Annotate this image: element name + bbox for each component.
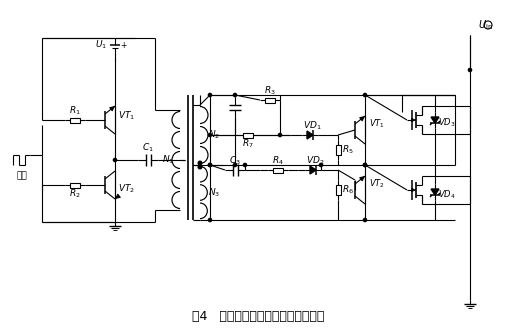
Text: $R_3$: $R_3$: [264, 85, 276, 97]
Text: $U_1$: $U_1$: [95, 39, 107, 51]
Text: $VT_1$: $VT_1$: [369, 118, 385, 130]
Circle shape: [208, 93, 212, 97]
Bar: [265, 97, 275, 103]
Circle shape: [208, 163, 212, 167]
Text: $N_1$: $N_1$: [162, 154, 174, 166]
Text: $R_1$: $R_1$: [69, 105, 81, 117]
Circle shape: [198, 161, 202, 165]
Text: $VD_2$: $VD_2$: [306, 155, 324, 167]
Text: $VT_1$: $VT_1$: [119, 110, 136, 122]
Circle shape: [363, 218, 366, 222]
Circle shape: [233, 93, 237, 97]
Text: $VD_3$: $VD_3$: [438, 117, 456, 129]
Text: $R_5$: $R_5$: [342, 144, 354, 156]
Polygon shape: [310, 166, 316, 174]
Circle shape: [233, 163, 237, 167]
Circle shape: [469, 68, 472, 72]
Text: $VT_2$: $VT_2$: [369, 178, 385, 190]
Text: +: +: [120, 41, 126, 49]
Text: $N_2$: $N_2$: [208, 129, 220, 141]
Text: $C_3$: $C_3$: [229, 155, 241, 167]
Text: $U_{\mathrm{in}}$: $U_{\mathrm{in}}$: [478, 18, 493, 32]
Bar: [243, 133, 253, 138]
Circle shape: [244, 163, 247, 167]
Circle shape: [363, 163, 366, 167]
Circle shape: [363, 163, 366, 167]
Circle shape: [319, 163, 322, 167]
Bar: [70, 182, 80, 187]
Text: $R_2$: $R_2$: [69, 188, 81, 200]
Text: $R_7$: $R_7$: [242, 138, 254, 150]
Polygon shape: [431, 189, 439, 195]
Bar: [70, 117, 80, 122]
Circle shape: [198, 165, 202, 169]
Text: $VT_2$: $VT_2$: [119, 183, 136, 195]
Circle shape: [484, 21, 492, 29]
Bar: [335, 185, 341, 195]
Circle shape: [363, 93, 366, 97]
Polygon shape: [307, 131, 313, 139]
Polygon shape: [431, 117, 439, 123]
Circle shape: [208, 133, 212, 137]
Bar: [335, 145, 341, 155]
Text: $C_1$: $C_1$: [142, 142, 154, 154]
Bar: [273, 168, 283, 173]
Text: $VD_4$: $VD_4$: [438, 189, 456, 201]
Text: 图4   新型的不对称半桥隔离驱动电路: 图4 新型的不对称半桥隔离驱动电路: [192, 310, 324, 322]
Circle shape: [208, 163, 212, 167]
Circle shape: [208, 218, 212, 222]
Text: $N_3$: $N_3$: [208, 187, 220, 199]
Text: $R_6$: $R_6$: [342, 184, 354, 196]
Circle shape: [114, 158, 117, 162]
Text: 脉冲: 脉冲: [17, 172, 27, 181]
Text: $VD_1$: $VD_1$: [303, 120, 321, 132]
Circle shape: [279, 133, 282, 137]
Text: $R_4$: $R_4$: [272, 155, 284, 167]
